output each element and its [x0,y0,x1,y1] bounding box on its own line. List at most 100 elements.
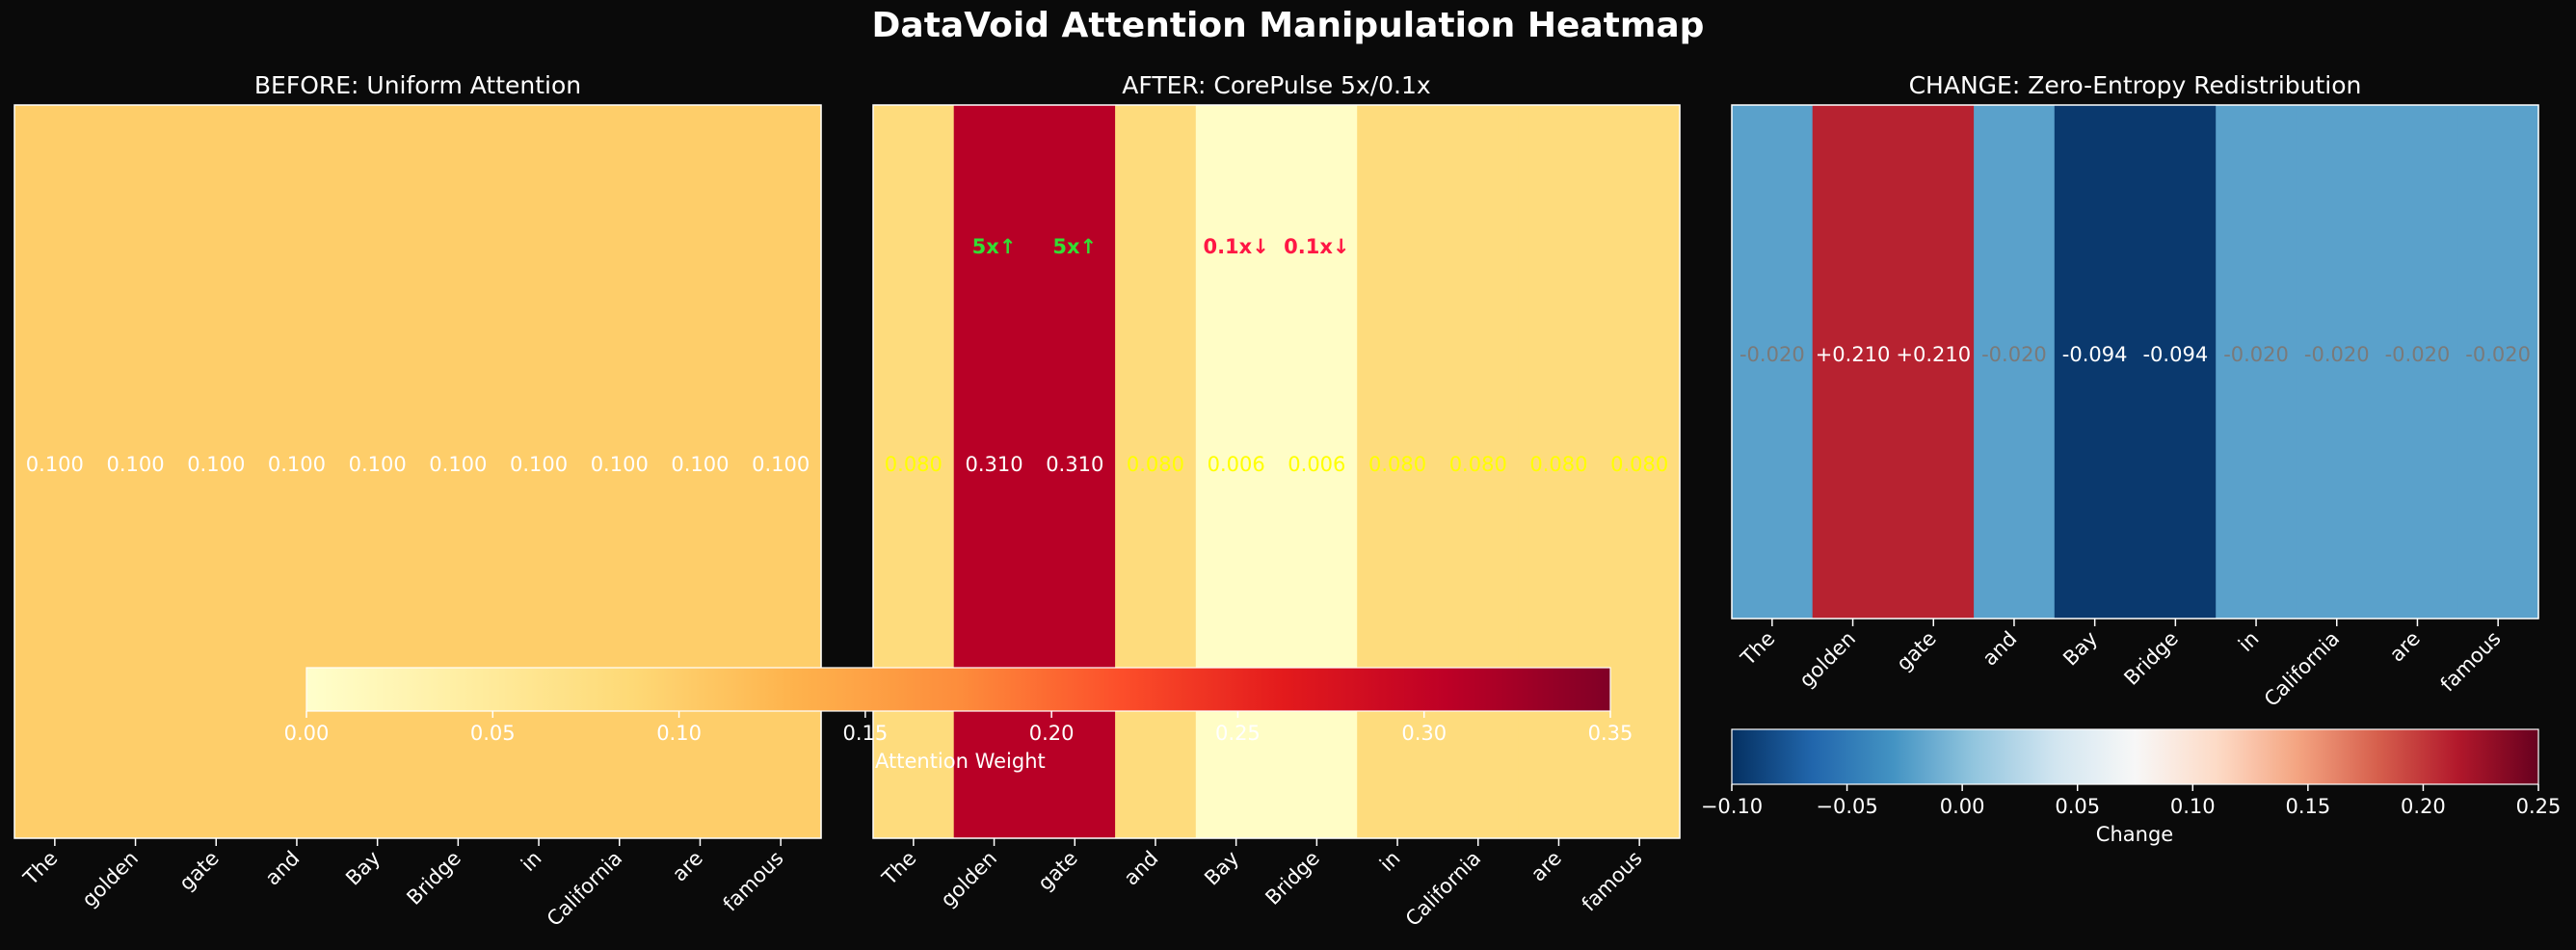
heatmap-cell [2457,105,2539,619]
heatmap-cell [1974,105,2056,619]
cell-annotation: 5x↑ [972,235,1017,258]
x-tick-label: Bay [341,847,385,890]
cell-value-label: 0.310 [965,453,1022,476]
cell-value-label: -0.020 [2223,343,2289,366]
colorbar-tick-label: 0.20 [2401,795,2446,818]
heatmap-cell [1115,105,1197,838]
cell-value-label: 0.100 [510,453,568,476]
x-tick-label: famous [719,847,788,916]
cell-value-label: 0.006 [1208,453,1265,476]
cell-value-label: 0.100 [671,453,729,476]
colorbar-tick-label: −0.10 [1701,795,1763,818]
cell-value-label: -0.020 [2385,343,2451,366]
cell-value-label: +0.210 [1816,343,1891,366]
x-tick-label: in [1375,847,1405,877]
colorbar-tick-label: 0.10 [656,722,702,745]
x-tick-label: and [1978,627,2022,671]
cell-value-label: -0.020 [1981,343,2047,366]
heatmap-cell [1276,105,1358,838]
cell-value-label: 0.310 [1046,453,1103,476]
x-tick-label: Bridge [403,847,465,910]
heatmap-cell [336,105,419,838]
colorbar-tick-label: −0.05 [1816,795,1877,818]
colorbar-tick-label: 0.05 [470,722,516,745]
cell-value-label: 0.080 [885,453,943,476]
colorbar [1731,728,2539,785]
cell-value-label: 0.100 [268,453,326,476]
colorbar-label: Change [2096,823,2173,846]
cell-value-label: 0.080 [1529,453,1587,476]
cell-value-label: 0.080 [1449,453,1507,476]
cell-value-label: 0.100 [591,453,649,476]
cell-value-label: 0.080 [1127,453,1184,476]
heatmap-cell [1812,105,1894,619]
heatmap-cell [873,105,955,838]
colorbar-tick-label: 0.30 [1401,722,1447,745]
x-tick-label: Bay [1200,847,1243,890]
x-tick-label: are [668,847,707,886]
heatmap-cell [1195,105,1278,838]
x-tick-label: Bay [2058,627,2102,671]
heatmap-cell [256,105,338,838]
heatmap-cell [417,105,499,838]
x-tick-label: famous [1578,847,1647,916]
x-tick-label: gate [174,847,223,895]
cell-annotation: 5x↑ [1052,235,1097,258]
panel-frame [13,104,822,839]
heatmap-cell [1893,105,1975,619]
heatmap-cell [2216,105,2297,619]
heatmap-cell [2054,105,2137,619]
x-tick-label: California [2260,627,2344,711]
cell-value-label: -0.020 [1739,343,1805,366]
cell-value-label: 0.080 [1368,453,1426,476]
x-tick-label: golden [78,847,144,912]
heatmap-cell [1437,105,1520,838]
x-tick-label: in [2234,627,2264,657]
cell-value-label: -0.020 [2304,343,2370,366]
colorbar-tick-label: 0.25 [1215,722,1261,745]
heatmap-cell [1732,105,1814,619]
x-tick-label: are [2385,627,2425,667]
cell-value-label: 0.100 [349,453,407,476]
heatmap-cell [1034,105,1116,838]
heatmap-cell [1599,105,1681,838]
heatmap-cell [498,105,580,838]
cell-value-label: 0.006 [1288,453,1345,476]
panel-title: CHANGE: Zero-Entropy Redistribution [1909,71,2362,99]
heatmap-cell [578,105,661,838]
colorbar-tick-label: 0.15 [842,722,888,745]
x-tick-label: Bridge [2120,627,2183,690]
colorbar-tick-label: 0.10 [2170,795,2216,818]
x-tick-label: and [261,847,305,890]
panel-frame [872,104,1681,839]
colorbar-tick-label: 0.05 [2055,795,2100,818]
x-tick-label: California [543,847,626,931]
heatmap-cell [175,105,257,838]
x-tick-label: golden [1795,627,1861,693]
heatmap-cell [740,105,822,838]
x-tick-label: are [1527,847,1566,886]
x-tick-label: gate [1892,627,1940,675]
x-tick-label: golden [937,847,1002,912]
x-tick-label: Bridge [1261,847,1324,910]
x-tick-label: The [877,847,920,890]
cell-value-label: 0.100 [106,453,164,476]
cell-annotation: 0.1x↓ [1284,235,1349,258]
colorbar-tick-label: 0.20 [1029,722,1075,745]
x-tick-label: and [1120,847,1163,890]
cell-value-label: 0.100 [752,453,810,476]
heatmap-cell [2135,105,2217,619]
cell-annotation: 0.1x↓ [1203,235,1268,258]
cell-value-label: -0.094 [2142,343,2208,366]
colorbar-tick-label: 0.25 [2516,795,2562,818]
cell-value-label: 0.100 [429,453,487,476]
figure-title: DataVoid Attention Manipulation Heatmap [871,6,1705,45]
heatmap-cell [14,105,96,838]
heatmap-cell [2377,105,2458,619]
panel-frame [1731,104,2539,620]
panel-title: AFTER: CorePulse 5x/0.1x [1122,71,1430,99]
cell-value-label: 0.080 [1610,453,1668,476]
cell-value-label: 0.100 [26,453,84,476]
colorbar-tick-label: 0.00 [284,722,330,745]
